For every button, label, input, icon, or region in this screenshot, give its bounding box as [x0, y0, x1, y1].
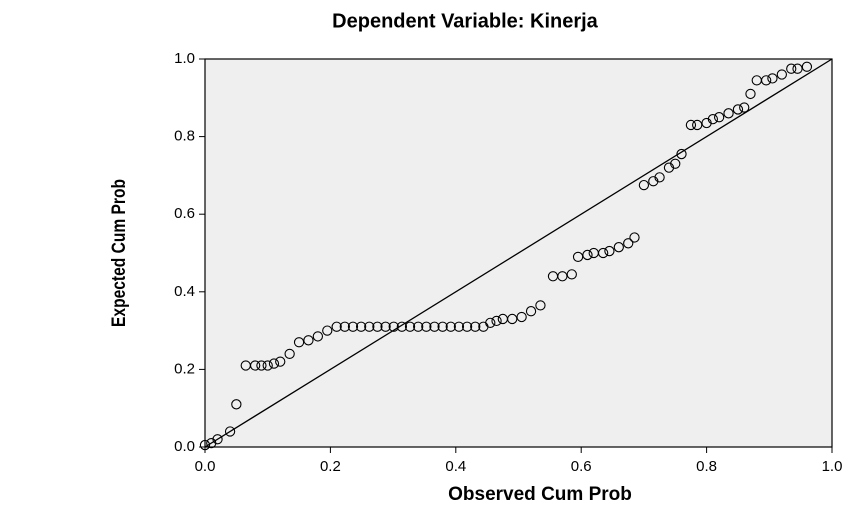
data-point [380, 321, 391, 332]
data-point [347, 321, 359, 332]
data-point [572, 251, 584, 263]
data-point [713, 112, 725, 123]
data-point [404, 321, 416, 332]
data-point [792, 63, 803, 74]
x-axis-title: Observed Cum Prob [448, 484, 632, 505]
data-point [355, 321, 367, 332]
data-point [470, 321, 481, 332]
y-tick-label: 1.0 [174, 50, 195, 67]
data-point [293, 337, 305, 348]
data-point [284, 348, 295, 360]
data-point [364, 321, 375, 332]
y-tick-label: 0.8 [174, 128, 195, 145]
x-tick-label: 0.8 [696, 458, 717, 475]
data-point [638, 179, 650, 191]
data-point [437, 321, 448, 332]
data-point [262, 360, 273, 371]
data-point [250, 360, 261, 371]
data-point [629, 232, 640, 243]
y-axis-title: Expected Cum Prob [108, 179, 130, 327]
y-tick-label: 0.0 [174, 438, 195, 455]
x-tick-label: 0.2 [320, 458, 341, 475]
y-tick-label: 0.2 [174, 360, 195, 377]
data-point [670, 158, 681, 169]
data-point [303, 335, 314, 346]
data-point [707, 113, 719, 125]
data-point [801, 61, 813, 72]
reference-line [204, 58, 833, 448]
data-point [224, 426, 236, 437]
data-point [485, 317, 496, 328]
data-point [732, 104, 744, 115]
data-point [761, 75, 772, 86]
data-point [445, 321, 456, 332]
data-point [685, 119, 697, 131]
chart-title: Dependent Variable: Kinerja [332, 10, 599, 32]
data-point [388, 321, 399, 332]
data-point [507, 313, 518, 325]
data-point [582, 249, 593, 261]
x-tick-label: 0.4 [445, 458, 466, 475]
data-point [623, 238, 634, 249]
data-point [372, 321, 383, 332]
x-tick-label: 0.6 [571, 458, 592, 475]
data-point [525, 306, 537, 317]
data-point [767, 73, 778, 84]
data-point [453, 321, 465, 332]
data-point [491, 315, 502, 327]
data-point [413, 321, 424, 332]
data-point [723, 108, 734, 119]
data-point [461, 321, 473, 332]
data-point [739, 102, 750, 113]
y-tick-label: 0.4 [174, 283, 195, 300]
data-point [692, 119, 703, 131]
data-point [516, 311, 527, 323]
data-point [256, 360, 267, 371]
data-point [786, 63, 797, 74]
data-point [331, 321, 342, 332]
data-point [535, 300, 546, 311]
data-point [339, 321, 350, 332]
data-point [613, 242, 624, 253]
data-point [421, 321, 432, 332]
data-point [268, 358, 280, 369]
y-tick-label: 0.6 [174, 205, 195, 222]
data-point [322, 325, 333, 336]
data-point [654, 172, 665, 183]
x-tick-label: 1.0 [822, 458, 843, 475]
data-point [429, 321, 440, 332]
data-point [396, 321, 408, 332]
data-point [566, 269, 577, 280]
data-point [745, 88, 756, 100]
data-point [312, 331, 324, 342]
data-point [776, 69, 787, 80]
data-point [597, 247, 609, 259]
data-point [557, 271, 568, 282]
data-point [212, 434, 223, 445]
data-point [604, 245, 615, 257]
data-point [676, 148, 687, 160]
x-tick-label: 0.0 [195, 458, 216, 475]
data-point [231, 399, 242, 410]
data-point [199, 439, 211, 451]
data-point [275, 356, 286, 367]
